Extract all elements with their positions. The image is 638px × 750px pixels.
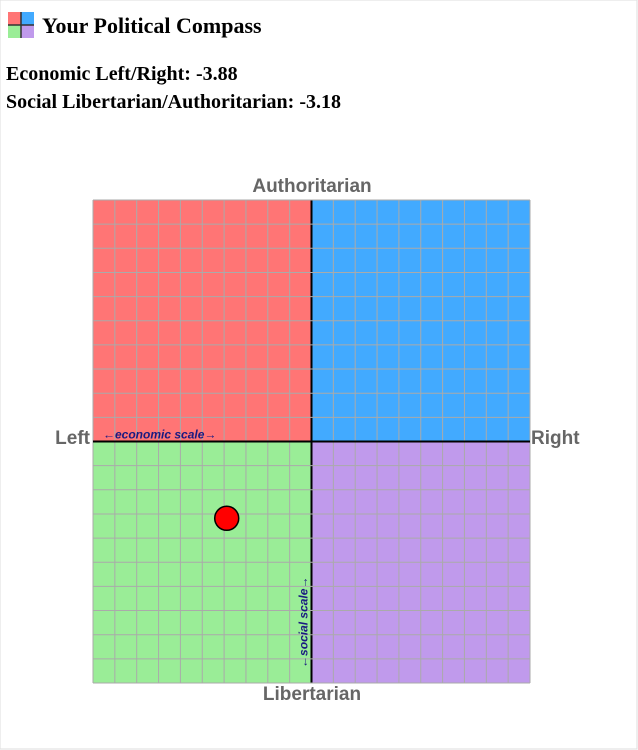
right-label: Right — [531, 428, 580, 449]
social-score: Social Libertarian/Authoritarian: -3.18 — [6, 91, 341, 113]
left-label: Left — [55, 428, 91, 449]
score-label: Economic Left/Right: — [6, 63, 191, 85]
economic-scale-note: ←economic scale→ — [103, 428, 216, 442]
score-value: -3.18 — [299, 91, 341, 113]
logo-icon — [8, 12, 34, 38]
score-value: -3.88 — [196, 63, 238, 85]
page-title: Your Political Compass — [42, 13, 262, 38]
score-label: Social Libertarian/Authoritarian: — [6, 91, 294, 113]
point — [213, 505, 240, 532]
top-label: Authoritarian — [252, 176, 371, 197]
social-scale-note: ←social scale→ — [297, 577, 311, 668]
bottom-label: Libertarian — [263, 684, 361, 705]
economic-score: Economic Left/Right: -3.88 — [6, 63, 238, 85]
compass: ←economic scale→ ←social scale→ — [92, 199, 531, 684]
